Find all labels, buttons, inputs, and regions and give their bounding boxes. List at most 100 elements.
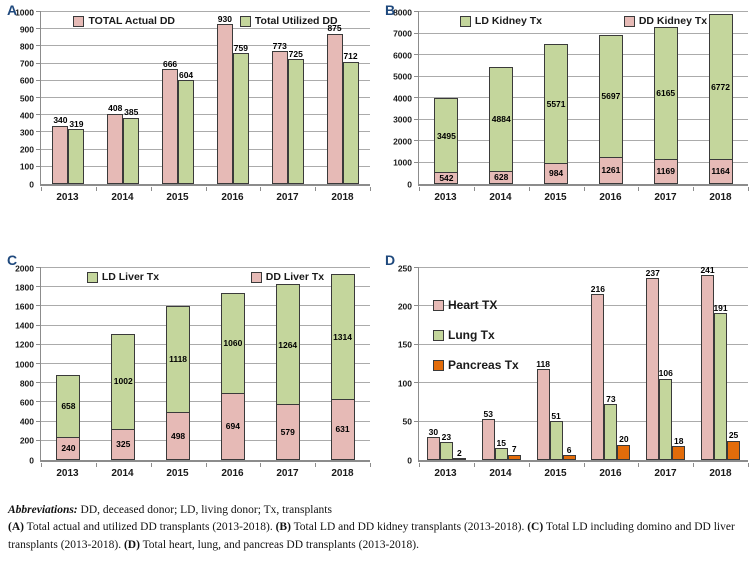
x-axis-tick: [260, 463, 262, 467]
bar-group: 1060 694: [205, 268, 260, 460]
bar-value-label: 385: [124, 107, 139, 118]
x-tick-label: 2016: [599, 192, 622, 203]
x-axis-tick: [150, 463, 152, 467]
legend-item: Lung Tx: [433, 328, 495, 342]
figure-caption: Abbreviations: DD, deceased donor; LD, l…: [0, 490, 756, 554]
bar-group: 6772 1164: [693, 12, 748, 184]
y-tick-label: 8000: [393, 6, 412, 17]
bar: 216: [591, 284, 605, 460]
bar: 15: [494, 438, 508, 460]
x-axis-tick: [638, 463, 640, 467]
x-tick-label: 2018: [331, 468, 354, 479]
x-axis-tick: [583, 187, 585, 191]
gridline: [36, 363, 370, 364]
y-tick-label: 0: [29, 178, 34, 189]
x-axis-tick: [583, 463, 585, 467]
gridline: [36, 439, 370, 441]
y-tick-label: 600: [19, 397, 34, 408]
bar-groups: 658 240 1002 325 1118 498 1060 694 1264 579 1314 63…: [41, 268, 370, 460]
bar: 319: [68, 119, 85, 184]
bar-value-label: 498: [170, 430, 186, 441]
bar-value-label: 6165: [656, 88, 676, 99]
panel-label-c: C: [7, 252, 18, 268]
gridline: [36, 148, 370, 150]
y-tick-label: 100: [19, 161, 34, 172]
chart-panel-d: D 0 50 100 150 200 250 Heart TX Lung Tx Pancrea…: [378, 240, 756, 490]
bar-value-label: 240: [61, 443, 76, 454]
bar-value-label: 53: [483, 408, 493, 419]
bar-segment: 631: [330, 399, 355, 460]
x-axis-tick: [95, 463, 97, 467]
gridline: [414, 140, 748, 141]
bar-segment: 1060: [220, 292, 245, 395]
bar: 930: [216, 14, 233, 184]
bar-value-label: 1169: [656, 166, 675, 177]
bar: 6: [562, 445, 576, 460]
bar-group: 6165 1169: [638, 12, 693, 184]
plot-area: LD Liver Tx DD Liver Tx 658 240 1002 325 1118…: [36, 267, 371, 467]
x-tick-label: 2015: [544, 192, 567, 203]
legend: TOTAL Actual DD Total Utilized DD: [41, 15, 370, 27]
bar: 666: [162, 59, 179, 184]
bar-value-label: 694: [225, 421, 240, 432]
bar: 7: [507, 444, 521, 460]
bar: 18: [672, 436, 686, 460]
bar-value-label: 1060: [223, 338, 243, 349]
y-tick-label: 1400: [15, 320, 34, 331]
bar-group: 5571 984: [529, 12, 584, 184]
x-tick-label: 2017: [654, 192, 677, 203]
bar: 725: [287, 49, 304, 184]
x-axis: 2013 2014 2015 2016 2017 2018: [40, 468, 370, 479]
legend: LD Kidney Tx DD Kidney Tx: [419, 15, 748, 27]
y-tick-label: 50: [402, 416, 412, 427]
x-axis-tick: [260, 187, 262, 191]
bar: 20: [617, 434, 631, 460]
bar-group: 5697 1261: [583, 12, 638, 184]
x-axis-tick: [748, 463, 749, 467]
bar-group: 340 319: [41, 12, 96, 184]
bar-segment: 1002: [111, 333, 136, 430]
legend-item: LD Kidney Tx: [459, 15, 542, 27]
bar: 385: [123, 108, 140, 184]
gridline: [36, 114, 370, 116]
caption-part-a-text: Total actual and utilized DD transplants…: [23, 521, 276, 534]
bar: 712: [342, 51, 359, 184]
chart-panel-c: C 0 200 400 600 800 1000 1200 1400 1600 1800 2000 …: [0, 240, 378, 490]
bar: 25: [727, 431, 741, 460]
y-tick-label: 400: [19, 109, 34, 120]
plot-area: Heart TX Lung Tx Pancreas Tx 30 23 2 53 15 7 118…: [414, 265, 749, 467]
legend-item: LD Liver Tx: [86, 271, 159, 283]
bar-value-label: 3495: [436, 130, 456, 141]
y-tick-label: 7000: [393, 28, 412, 39]
bar-segment: 1264: [275, 284, 300, 406]
x-axis-tick: [370, 187, 371, 191]
bar-value-label: 1314: [333, 332, 352, 343]
panel-label-a: A: [7, 2, 18, 18]
legend-label: DD Liver Tx: [265, 271, 325, 283]
bar-value-label: 542: [439, 172, 454, 183]
legend-swatch: [250, 271, 262, 283]
plot-area: LD Kidney Tx DD Kidney Tx 3495 542 4884 628 5…: [414, 11, 749, 191]
bar: 106: [659, 368, 673, 460]
gridline: [36, 401, 370, 403]
bar-segment: 5697: [598, 35, 623, 158]
y-tick-label: 0: [407, 178, 412, 189]
caption-part-b-text: Total LD and DD kidney transplants (2013…: [290, 521, 528, 534]
bar-value-label: 25: [728, 430, 739, 441]
bar-groups: 340 319 408 385 666 604 930 759 773 725 875 712: [41, 12, 370, 184]
gridline: [36, 97, 370, 98]
caption-part-d-text: Total heart, lung, and pancreas DD trans…: [139, 538, 419, 551]
plot-wrap: LD Kidney Tx DD Kidney Tx 3495 542 4884 628 5…: [414, 11, 749, 203]
bar-value-label: 4884: [491, 113, 511, 124]
chart-area: 0 200 400 600 800 1000 1200 1400 1600 1800 2000 LD…: [0, 264, 378, 479]
gridline: [414, 32, 748, 34]
legend-swatch: [433, 359, 444, 371]
bar-value-label: 725: [288, 48, 303, 59]
y-axis: 0 50 100 150 200 250: [378, 264, 418, 464]
y-tick-label: 200: [19, 144, 34, 155]
y-axis: 0 100 200 300 400 500 600 700 800 900 1000: [0, 8, 40, 188]
bar: 759: [232, 43, 249, 184]
bar: 340: [52, 115, 69, 184]
gridline: [414, 267, 748, 268]
y-tick-label: 0: [407, 454, 412, 465]
